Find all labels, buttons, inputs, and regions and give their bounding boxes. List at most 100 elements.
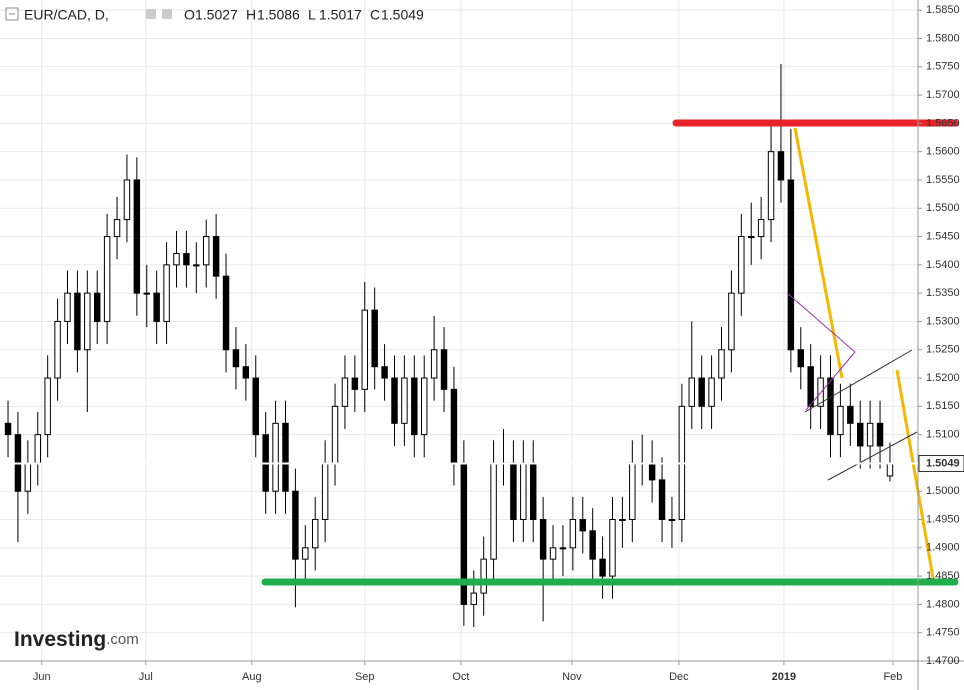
candle-body	[361, 309, 368, 390]
candle-body	[648, 462, 656, 481]
candle-body	[658, 479, 666, 521]
collapse-icon[interactable]	[5, 7, 19, 21]
y-tick-label: 1.4800	[926, 598, 960, 610]
candle-body	[450, 388, 458, 464]
candles	[4, 63, 894, 628]
y-tick-label: 1.5550	[926, 174, 960, 186]
x-tick-label: Sep	[355, 671, 375, 683]
candle-body	[24, 462, 32, 492]
candle-body	[391, 377, 398, 424]
candle-body	[569, 519, 577, 549]
y-tick-label: 1.5200	[926, 372, 960, 384]
candle-body	[698, 377, 705, 407]
ohlc-value: 1.5049	[381, 7, 424, 23]
settings-icon[interactable]	[146, 9, 156, 19]
candle-body	[341, 377, 349, 407]
y-tick-label: 1.5700	[926, 89, 960, 101]
candle-body	[123, 179, 131, 221]
candle-body	[113, 219, 121, 238]
candle-body	[728, 292, 735, 351]
candle-body	[876, 422, 884, 447]
candle-body	[302, 547, 309, 560]
y-tick-label: 1.4900	[926, 542, 960, 554]
candle-body	[272, 422, 279, 492]
candle-body	[222, 275, 230, 351]
trend-arrow	[793, 127, 844, 379]
candle-body	[331, 405, 339, 464]
candle-body	[609, 519, 616, 577]
x-tick-label: Feb	[883, 671, 902, 683]
candle-body	[757, 219, 765, 238]
candle-body	[777, 151, 785, 181]
y-tick-label: 1.5350	[926, 287, 960, 299]
watermark-domain: .com	[106, 631, 139, 648]
y-tick-label: 1.5000	[926, 485, 960, 497]
y-tick-label: 1.5250	[926, 344, 960, 356]
x-tick-label: Nov	[562, 671, 582, 683]
last-price-label: 1.5049	[926, 457, 960, 469]
candle-body	[4, 422, 12, 436]
ohlc-value: 1.5017	[319, 7, 362, 23]
candle-body	[589, 530, 596, 560]
candle-body	[93, 292, 101, 322]
axis-labels: 1.5850 1.5800 1.5750 1.5700 1.5650 1.5600 1.55…	[0, 4, 964, 683]
candle-body	[857, 422, 864, 447]
trend-arrow	[895, 369, 935, 579]
ohlc-values: O 1.5027 H 1.5086 L 1.5017 C 1.5049	[184, 7, 424, 23]
candle-body	[797, 349, 804, 368]
candle-body	[183, 253, 190, 266]
candle-body	[440, 349, 448, 390]
candle-body	[619, 519, 626, 522]
candle-body	[64, 292, 71, 322]
candle-body	[490, 462, 497, 560]
candle-body	[420, 377, 428, 436]
candle-body	[579, 519, 586, 532]
candle-body	[74, 292, 81, 351]
candle-body	[212, 236, 220, 277]
channel-line	[804, 349, 913, 413]
candle-body	[54, 320, 61, 379]
candle-body	[242, 366, 250, 379]
ohlc-prefix: O	[184, 7, 195, 23]
candle-body	[282, 422, 289, 492]
candle-body	[252, 377, 259, 436]
candle-body	[520, 462, 527, 521]
candle-body	[401, 377, 408, 424]
candle-body	[559, 547, 567, 550]
candle-body	[202, 236, 210, 266]
x-tick-label: Oct	[452, 671, 469, 683]
candle-body	[153, 292, 160, 322]
x-tick-label: Dec	[669, 671, 689, 683]
candle-body	[529, 462, 537, 521]
candle-body	[34, 434, 41, 464]
candle-body	[827, 377, 834, 436]
ohlc-value: 1.5086	[257, 7, 300, 23]
y-tick-label: 1.5750	[926, 61, 960, 73]
y-tick-label: 1.4700	[926, 655, 960, 667]
candle-body	[381, 366, 388, 379]
candle-body	[886, 462, 894, 477]
x-tick-label: 2019	[772, 671, 796, 683]
last-price-box	[918, 454, 964, 472]
ohlc-value: 1.5027	[195, 7, 238, 23]
candle-body	[311, 519, 319, 549]
symbol: EUR/CAD, D,	[24, 7, 109, 23]
y-tick-label: 1.4750	[926, 627, 960, 639]
candle-body	[807, 366, 814, 407]
candle-body	[599, 558, 606, 577]
candle-body	[193, 264, 200, 267]
candle-body	[787, 179, 795, 351]
candle-body	[411, 377, 418, 436]
candle-body	[103, 236, 111, 322]
candle-body	[292, 490, 299, 560]
candle-body	[470, 592, 477, 605]
candle-body	[232, 349, 240, 368]
candle-body	[480, 558, 487, 594]
y-tick-label: 1.5400	[926, 259, 960, 271]
candle-body	[539, 519, 547, 560]
x-tick-label: Aug	[242, 671, 262, 683]
candle-body	[866, 422, 874, 447]
y-tick-label: 1.4850	[926, 570, 960, 582]
settings-icon[interactable]	[162, 9, 172, 19]
ohlc-prefix: L	[308, 7, 316, 23]
